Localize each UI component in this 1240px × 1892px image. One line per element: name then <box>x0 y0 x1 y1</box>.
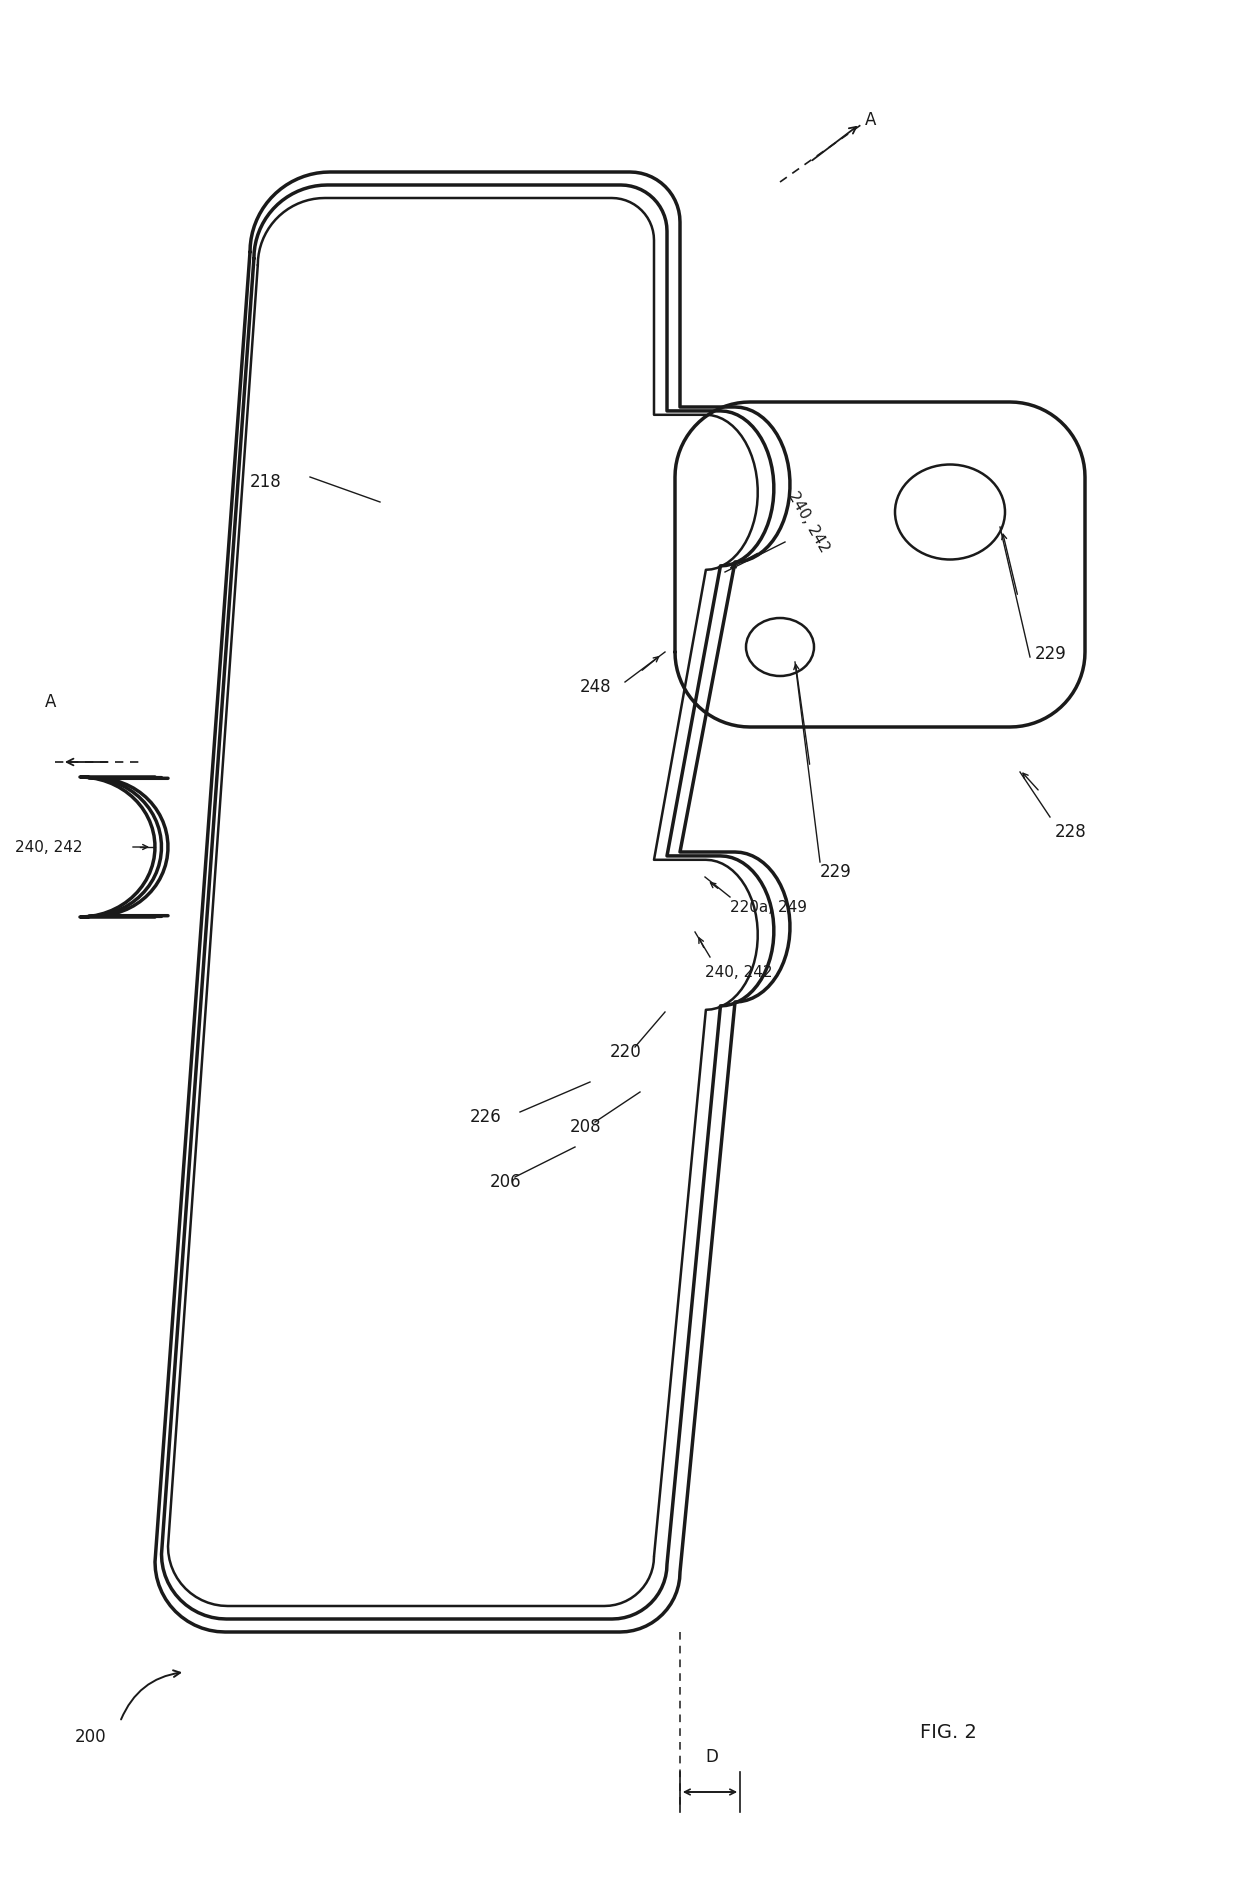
Text: A: A <box>866 112 877 129</box>
Text: FIG. 2: FIG. 2 <box>920 1722 977 1741</box>
Text: 220a, 249: 220a, 249 <box>730 899 807 914</box>
Text: 228: 228 <box>1055 823 1086 842</box>
Text: 240, 242: 240, 242 <box>706 965 773 980</box>
Text: 226: 226 <box>470 1109 502 1126</box>
Text: 208: 208 <box>570 1118 601 1135</box>
Text: 229: 229 <box>1035 645 1066 662</box>
Text: A: A <box>45 692 56 711</box>
Text: 206: 206 <box>490 1173 522 1190</box>
Text: D: D <box>706 1748 718 1765</box>
Text: 229: 229 <box>820 863 852 882</box>
Text: 220: 220 <box>610 1042 642 1061</box>
Text: 200: 200 <box>74 1727 107 1746</box>
Text: 248: 248 <box>580 677 611 696</box>
Text: 218: 218 <box>250 473 281 492</box>
Text: 240, 242: 240, 242 <box>15 840 83 855</box>
Text: 240, 242: 240, 242 <box>785 488 832 554</box>
